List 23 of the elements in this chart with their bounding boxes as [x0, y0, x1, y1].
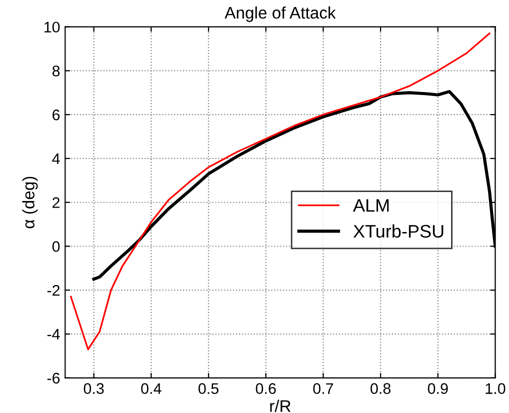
x-tick-label: 0.8	[370, 383, 391, 394]
x-tick-label: 0.7	[313, 383, 334, 394]
y-tick-label: 0	[52, 241, 60, 252]
y-tick-label: 10	[44, 22, 60, 33]
x-tick-label: 0.3	[84, 383, 104, 394]
x-tick-label: 0.6	[256, 383, 276, 394]
y-tick-label: 8	[52, 66, 60, 76]
line-series	[70, 32, 490, 350]
legend-label: ALM	[353, 199, 389, 212]
y-tick-label: 6	[52, 109, 60, 120]
y-tick-label: -4	[47, 329, 60, 340]
x-tick-label: 0.9	[428, 383, 448, 394]
x-tick-label: 0.5	[198, 383, 218, 394]
y-axis-title: α (deg)	[22, 176, 38, 228]
legend-label: XTurb-PSU	[353, 224, 444, 238]
x-axis-title: r/R	[270, 400, 291, 412]
x-tick-label: 1.0	[486, 383, 506, 394]
y-tick-label: 4	[52, 154, 60, 164]
y-tick-label: -2	[47, 285, 60, 296]
y-tick-label: -6	[47, 372, 60, 384]
y-tick-label: 2	[52, 197, 60, 208]
chart-title: Angle of Attack	[224, 6, 336, 22]
x-tick-label: 0.4	[141, 383, 162, 394]
